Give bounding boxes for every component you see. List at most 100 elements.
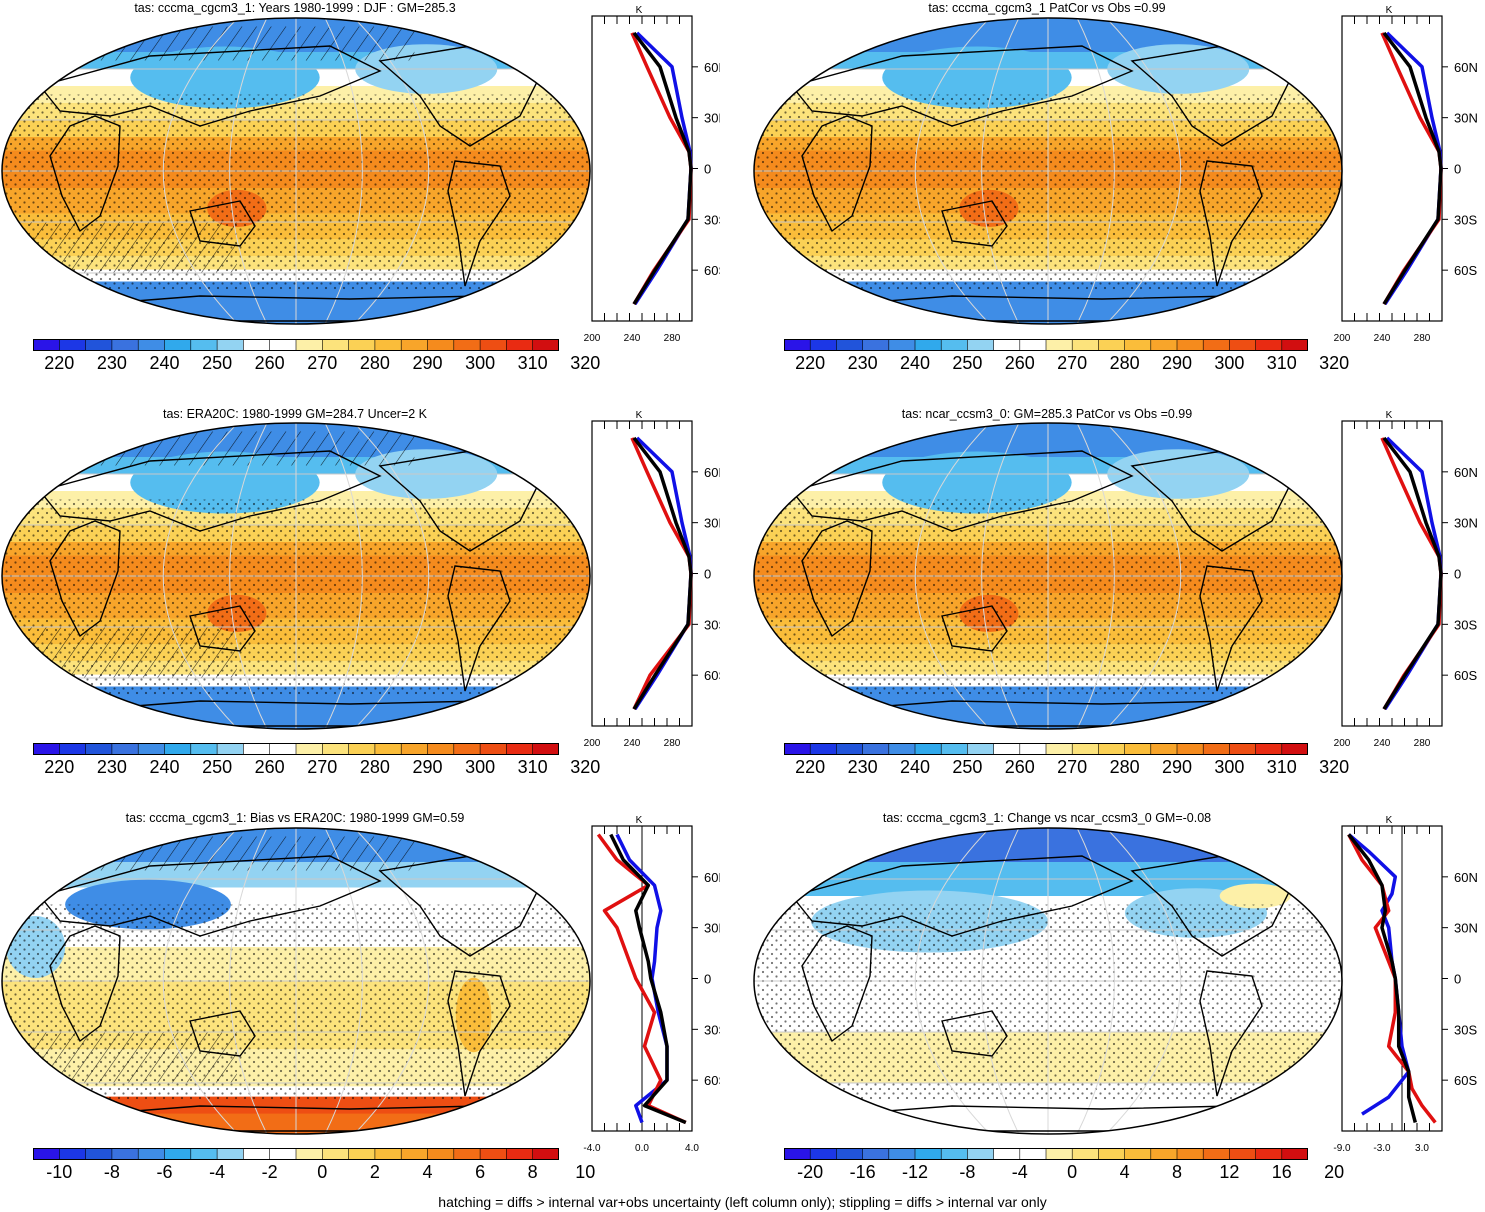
colorbar-tick-label: 290 (412, 353, 443, 373)
map-panel-1 (1, 17, 591, 325)
zonal-x-tick-label: -9.0 (1333, 1143, 1351, 1154)
colorbar-swatch (888, 339, 916, 351)
colorbar-swatch (1019, 1148, 1047, 1160)
graticule-meridian (1076, 423, 1115, 729)
coastline (941, 1010, 1008, 1057)
panel-3-title: tas: ERA20C: 1980-1999 GM=284.7 Uncer=2 … (162, 407, 428, 421)
colorbar-tick-label: 220 (44, 757, 75, 777)
colorbar-swatch (85, 1148, 113, 1160)
zonal-plot-frame (1341, 15, 1443, 322)
colorbar-tick-label: 260 (1004, 757, 1035, 777)
figure-footnote: hatching = diffs > internal var+obs unce… (438, 1194, 1047, 1210)
colorbar-swatch (784, 339, 811, 351)
colorbar-5 (33, 1148, 559, 1160)
colorbar-swatch (217, 743, 244, 755)
zonal-lat-label: 60N (704, 465, 720, 480)
colorbar-swatch (810, 339, 837, 351)
panel-1-title: tas: cccma_cgcm3_1: Years 1980-1999 : DJ… (134, 1, 456, 15)
map-panel-2 (753, 17, 1343, 325)
zonal-line-black (609, 833, 687, 1125)
colorbar-swatch (1281, 1148, 1308, 1160)
colorbar-swatch (967, 743, 995, 755)
colorbar-swatch (480, 743, 507, 755)
zonal-lat-label: 30N (704, 111, 720, 126)
colorbar-tick-label: 0 (1067, 1162, 1078, 1182)
colorbar-tick-label: 260 (1004, 353, 1035, 373)
colorbar-tick-label: -4 (1011, 1162, 1028, 1182)
colorbar-tick-label: 320 (570, 757, 601, 777)
colorbar-labels-4: 220 230 240 250 260 270 280 290 300 310 320 (784, 757, 1349, 779)
map-panel-5 (1, 827, 591, 1135)
colorbar-swatch (296, 743, 323, 755)
hatching-overlay (59, 836, 415, 871)
colorbar-swatch (1072, 339, 1099, 351)
graticule-meridian (229, 828, 268, 1134)
colorbar-swatch (453, 743, 481, 755)
colorbar-tick-label: 310 (517, 757, 548, 777)
colorbar-swatch (138, 339, 165, 351)
zonal-plot-frame (1341, 420, 1443, 727)
colorbar-swatch (1255, 1148, 1283, 1160)
colorbar-tick-label: -8 (103, 1162, 120, 1182)
colorbar-swatch (915, 1148, 942, 1160)
zonal-x-tick-label: 240 (624, 738, 641, 749)
zonal-unit-label: K (636, 815, 643, 826)
coastline (941, 200, 1008, 247)
colorbar-swatch (111, 339, 139, 351)
zonal-x-tick-label: 240 (624, 333, 641, 344)
hatching-overlay (29, 1032, 237, 1083)
colorbar-swatch (217, 1148, 244, 1160)
zonal-lat-label: 30S (704, 212, 720, 227)
zonal-mean-plot-5: K 60N 30N 0 30S 60S -4.0 0.0 4.0 (583, 815, 720, 1154)
zonal-lat-label: 0 (704, 162, 711, 177)
zonal-lat-label: 30N (704, 921, 720, 936)
colorbar-swatch (1150, 339, 1178, 351)
zonal-lat-label: 30S (1454, 1022, 1477, 1037)
colorbar-swatch (993, 743, 1021, 755)
graticule-meridian (162, 828, 239, 1134)
colorbar-swatch (348, 1148, 376, 1160)
colorbar-swatch (322, 339, 350, 351)
zonal-mean-plot-3: K 60N 30N 0 30S 60S 200 240 280 (584, 410, 720, 749)
graticule-meridian (324, 828, 363, 1134)
colorbar-swatch (1046, 743, 1073, 755)
colorbar-tick-label: 280 (359, 757, 390, 777)
colorbar-swatch (967, 1148, 995, 1160)
coastline (189, 605, 256, 652)
zonal-line-black (1382, 436, 1443, 711)
zonal-lat-label: 60S (1454, 263, 1477, 278)
colorbar-tick-label: 320 (1319, 353, 1350, 373)
colorbar-swatch (993, 339, 1021, 351)
colorbar-swatch (1203, 339, 1230, 351)
colorbar-tick-label: 270 (307, 757, 338, 777)
colorbar-swatch (164, 743, 192, 755)
graticule-meridian (162, 18, 239, 324)
colorbar-swatch (810, 1148, 837, 1160)
colorbar-frame (33, 339, 559, 351)
colorbar-swatch (862, 339, 890, 351)
colorbar-swatch (111, 1148, 139, 1160)
colorbar-tick-label: 310 (1266, 757, 1297, 777)
colorbar-labels-3: 220 230 240 250 260 270 280 290 300 310 320 (33, 757, 600, 779)
graticule-meridian (1105, 828, 1182, 1134)
colorbar-swatch (1019, 339, 1047, 351)
colorbar-swatch (190, 1148, 218, 1160)
colorbar-tick-label: 300 (465, 757, 496, 777)
zonal-lat-label: 0 (704, 567, 711, 582)
colorbar-1 (33, 339, 559, 351)
zonal-lat-label: 0 (704, 972, 711, 987)
graticule-meridian (981, 423, 1020, 729)
colorbar-swatch (1255, 339, 1283, 351)
colorbar-swatch (348, 743, 376, 755)
colorbar-swatch (1177, 1148, 1204, 1160)
colorbar-tick-label: 300 (1214, 757, 1245, 777)
zonal-line-black (632, 31, 693, 306)
colorbar-swatch (1124, 339, 1152, 351)
colorbar-swatch (836, 1148, 864, 1160)
colorbar-tick-label: -12 (901, 1162, 929, 1182)
colorbar-swatch (967, 339, 995, 351)
colorbar-swatch (190, 339, 218, 351)
colorbar-tick-label: 250 (202, 353, 233, 373)
colorbar-swatch (784, 1148, 811, 1160)
colorbar-tick-label: -4 (209, 1162, 226, 1182)
